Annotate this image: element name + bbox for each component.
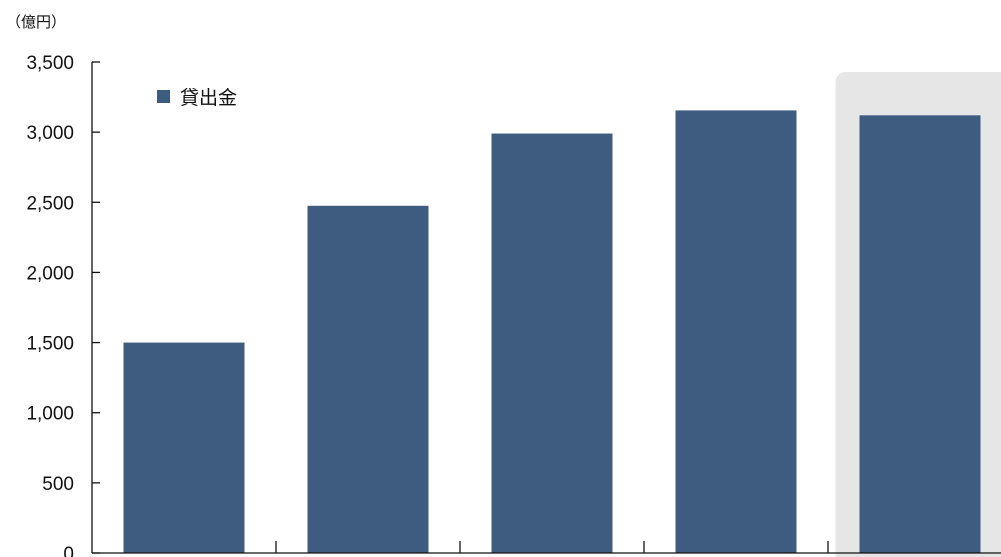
bar-5 xyxy=(859,115,981,554)
bar-3 xyxy=(491,133,613,553)
y-tick-label: 2,500 xyxy=(26,193,74,214)
y-tick-label: 500 xyxy=(42,474,74,495)
y-tick-label: 1,500 xyxy=(26,334,74,355)
legend-swatch-loans xyxy=(157,90,170,103)
y-tick-label: 0 xyxy=(63,544,74,557)
y-axis-unit-label: （億円） xyxy=(6,13,66,31)
legend-label-loans: 貸出金 xyxy=(180,87,237,109)
y-tick-label: 2,000 xyxy=(26,263,74,284)
bar-2 xyxy=(307,205,429,554)
bar-4 xyxy=(675,110,797,554)
y-tick-label: 3,500 xyxy=(26,53,74,74)
y-tick-label: 3,000 xyxy=(26,123,74,144)
legend: 貸出金 xyxy=(157,87,237,109)
y-tick-label: 1,000 xyxy=(26,404,74,425)
bar-1 xyxy=(123,342,245,553)
